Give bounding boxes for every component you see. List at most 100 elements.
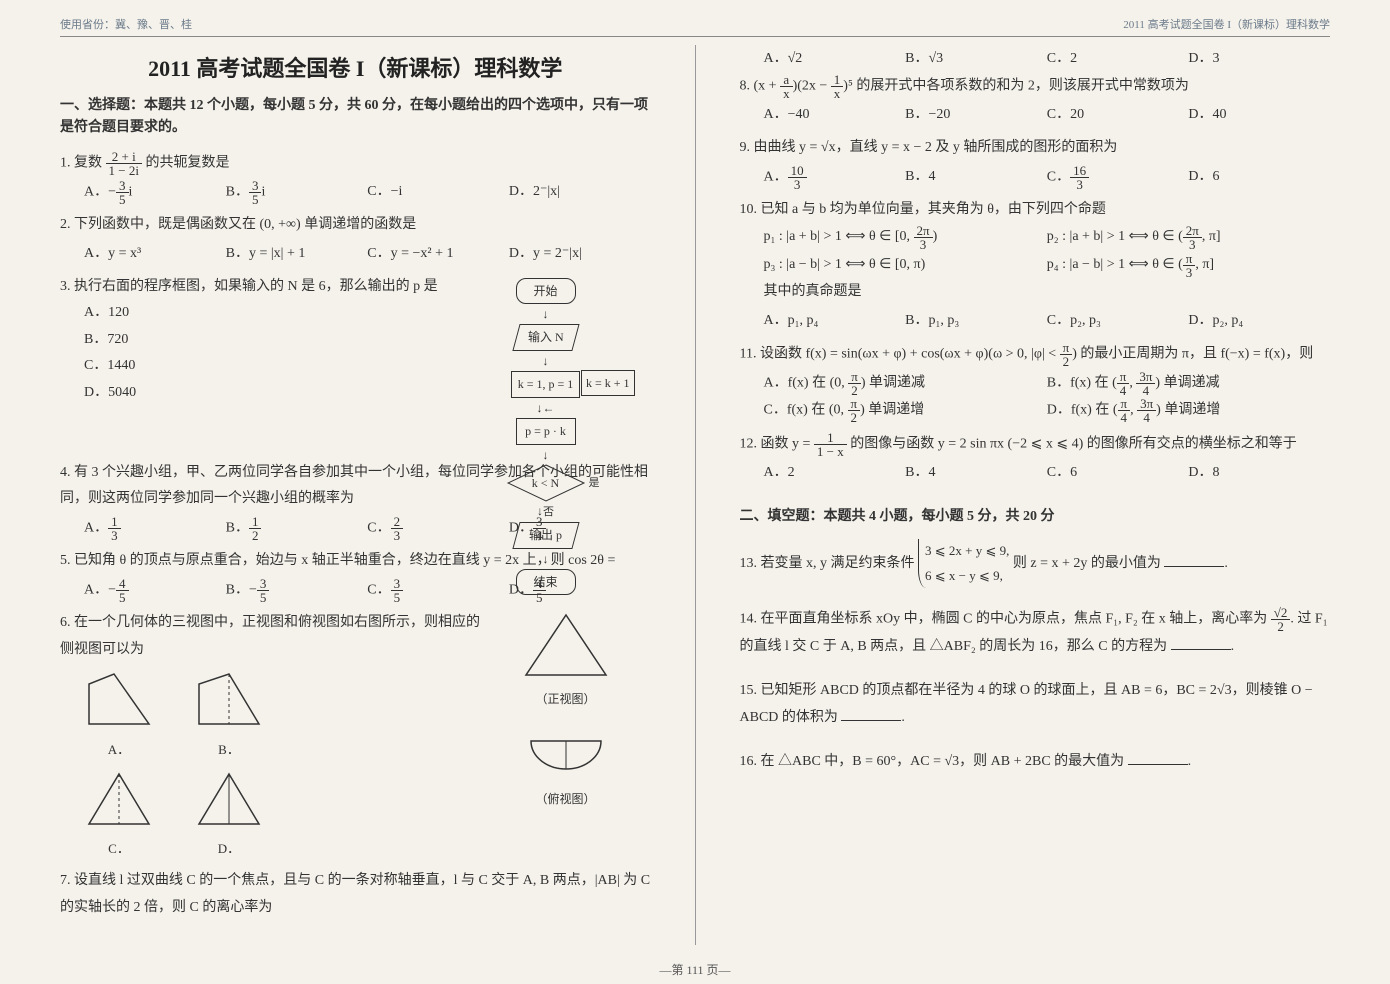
q10-options: A．p₁, p₄ B．p₁, p₃ C．p₂, p₃ D．p₂, p₄ — [764, 308, 1331, 335]
question-12: 12. 函数 y = 11 − x 的图像与函数 y = 2 sin πx (−… — [740, 431, 1331, 487]
q12-opt-b: B．4 — [905, 460, 1047, 487]
section-1-heading: 一、选择题：本题共 12 个小题，每小题 5 分，共 60 分，在每小题给出的四… — [60, 95, 651, 140]
q6-row2: C． D． — [84, 769, 491, 862]
q3-opt-c: C．1440 — [84, 353, 461, 380]
q9-stem: 9. 由曲线 y = √x，直线 y = x − 2 及 y 轴所围成的图形的面… — [740, 135, 1331, 162]
q3-opt-a: A．120 — [84, 300, 461, 327]
q1-opt-a: A．−35i — [84, 179, 226, 206]
question-3: 3. 执行右面的程序框图，如果输入的 N 是 6，那么输出的 p 是 A．120… — [60, 274, 651, 454]
q1-opt-b: B．35i — [226, 179, 368, 206]
q3-stem: 3. 执行右面的程序框图，如果输入的 N 是 6，那么输出的 p 是 — [60, 274, 461, 301]
q8-opt-d: D．40 — [1188, 102, 1330, 129]
arrow-icon: ↓ — [461, 308, 631, 320]
q5-opt-d: D．45 — [509, 577, 651, 604]
q8-opt-a: A．−40 — [764, 102, 906, 129]
q7-stem: 7. 设直线 l 过双曲线 C 的一个焦点，且与 C 的一条对称轴垂直，l 与 … — [60, 868, 651, 921]
q8-options: A．−40 B．−20 C．20 D．40 — [764, 102, 1331, 129]
exam-page: 使用省份：冀、豫、晋、桂 2011 高考试题全国卷 I（新课标）理科数学 201… — [0, 0, 1390, 984]
flow-inc: k = k + 1 — [581, 370, 635, 397]
q6-shape-c: C． — [84, 769, 154, 862]
q5-opt-b: B．−35 — [226, 577, 368, 604]
q1-stem-a: 1. 复数 — [60, 156, 106, 171]
header-left: 使用省份：冀、豫、晋、桂 — [60, 16, 192, 32]
top-view-label: （俯视图） — [521, 788, 611, 811]
q11-opt-d: D．f(x) 在 (π4, 3π4) 单调递增 — [1047, 397, 1330, 424]
question-2: 2. 下列函数中，既是偶函数又在 (0, +∞) 单调递增的函数是 A．y = … — [60, 212, 651, 267]
header-right: 2011 高考试题全国卷 I（新课标）理科数学 — [1123, 16, 1330, 32]
q2-options: A．y = x³ B．y = |x| + 1 C．y = −x² + 1 D．y… — [84, 241, 651, 268]
q10-stem: 10. 已知 a 与 b 均为单位向量，其夹角为 θ，由下列四个命题 — [740, 197, 1331, 224]
question-13: 13. 若变量 x, y 满足约束条件 3 ⩽ 2x + y ⩽ 9, 6 ⩽ … — [740, 539, 1331, 588]
front-view-icon — [521, 610, 611, 680]
two-column-layout: 2011 高考试题全国卷 I（新课标）理科数学 一、选择题：本题共 12 个小题… — [60, 45, 1330, 945]
q4-opt-c: C．23 — [367, 515, 509, 542]
question-11: 11. 设函数 f(x) = sin(ωx + φ) + cos(ωx + φ)… — [740, 341, 1331, 425]
q1-opt-d: D．2⁻|x| — [509, 179, 651, 206]
question-4: 4. 有 3 个兴趣小组，甲、乙两位同学各自参加其中一个小组，每位同学参加各个小… — [60, 460, 651, 543]
section-2-heading: 二、填空题：本题共 4 小题，每小题 5 分，共 20 分 — [740, 506, 1331, 528]
page-footer: —第 111 页— — [0, 961, 1390, 978]
question-10: 10. 已知 a 与 b 均为单位向量，其夹角为 θ，由下列四个命题 p₁ : … — [740, 197, 1331, 335]
right-column: A．√2 B．√3 C．2 D．3 8. (x + ax)(2x − 1x)⁵ … — [740, 45, 1331, 945]
q11-opt-b: B．f(x) 在 (π4, 3π4) 单调递减 — [1047, 370, 1330, 397]
q5-opt-c: C．35 — [367, 577, 509, 604]
left-column: 2011 高考试题全国卷 I（新课标）理科数学 一、选择题：本题共 12 个小题… — [60, 45, 651, 945]
q6-shape-a: A． — [84, 669, 154, 762]
q10-opt-a: A．p₁, p₄ — [764, 308, 906, 335]
q10-p2: p₂ : |a + b| > 1 ⟺ θ ∈ (2π3, π] — [1047, 223, 1330, 251]
question-7: 7. 设直线 l 过双曲线 C 的一个焦点，且与 C 的一条对称轴垂直，l 与 … — [60, 868, 651, 921]
arrow-icon: ↓ — [461, 355, 631, 367]
q4-options: A．13 B．12 C．23 D．34 — [84, 515, 651, 542]
q11-options: A．f(x) 在 (0, π2) 单调递减 B．f(x) 在 (π4, 3π4)… — [764, 370, 1331, 425]
q6-stem: 6. 在一个几何体的三视图中，正视图和俯视图如右图所示，则相应的侧视图可以为 — [60, 610, 491, 663]
q12-opt-a: A．2 — [764, 460, 906, 487]
question-15: 15. 已知矩形 ABCD 的顶点都在半径为 4 的球 O 的球面上，且 AB … — [740, 678, 1331, 731]
q3-opt-b: B．720 — [84, 327, 461, 354]
column-divider — [695, 45, 696, 945]
q5-opt-a: A．−45 — [84, 577, 226, 604]
q6-given-views: （正视图） （俯视图） — [521, 610, 611, 811]
q7-options: A．√2 B．√3 C．2 D．3 — [764, 47, 1331, 67]
page-header: 使用省份：冀、豫、晋、桂 2011 高考试题全国卷 I（新课标）理科数学 — [60, 16, 1330, 37]
q9-options: A．103 B．4 C．163 D．6 — [764, 164, 1331, 191]
q1-opt-c: C．−i — [367, 179, 509, 206]
q10-p1: p₁ : |a + b| > 1 ⟺ θ ∈ [0, 2π3) — [764, 223, 1047, 251]
q12-opt-c: C．6 — [1047, 460, 1189, 487]
q1-stem-b: 的共轭复数是 — [145, 156, 229, 171]
q4-opt-b: B．12 — [226, 515, 368, 542]
question-8: 8. (x + ax)(2x − 1x)⁵ 的展开式中各项系数的和为 2，则该展… — [740, 73, 1331, 129]
question-14: 14. 在平面直角坐标系 xOy 中，椭圆 C 的中心为原点，焦点 F₁, F₂… — [740, 606, 1331, 660]
q1-options: A．−35i B．35i C．−i D．2⁻|x| — [84, 179, 651, 206]
blank-fill — [1171, 636, 1231, 650]
q9-opt-c: C．163 — [1047, 164, 1189, 191]
q12-options: A．2 B．4 C．6 D．8 — [764, 460, 1331, 487]
question-5: 5. 已知角 θ 的顶点与原点重合，始边与 x 轴正半轴重合，终边在直线 y =… — [60, 548, 651, 604]
q2-opt-c: C．y = −x² + 1 — [367, 241, 509, 268]
q4-stem: 4. 有 3 个兴趣小组，甲、乙两位同学各自参加其中一个小组，每位同学参加各个小… — [60, 460, 651, 513]
q3-opt-d: D．5040 — [84, 380, 461, 407]
flow-step: p = p · k — [516, 418, 576, 445]
q10-opt-c: C．p₂, p₃ — [1047, 308, 1189, 335]
q11-opt-a: A．f(x) 在 (0, π2) 单调递减 — [764, 370, 1047, 397]
q2-stem: 2. 下列函数中，既是偶函数又在 (0, +∞) 单调递增的函数是 — [60, 212, 651, 239]
top-view-icon — [521, 711, 611, 781]
q4-opt-d: D．34 — [509, 515, 651, 542]
question-9: 9. 由曲线 y = √x，直线 y = x − 2 及 y 轴所围成的图形的面… — [740, 135, 1331, 191]
q10-p4: p₄ : |a − b| > 1 ⟺ θ ∈ (π3, π] — [1047, 251, 1330, 279]
q2-opt-b: B．y = |x| + 1 — [226, 241, 368, 268]
q2-opt-d: D．y = 2⁻|x| — [509, 241, 651, 268]
question-6: 6. 在一个几何体的三视图中，正视图和俯视图如右图所示，则相应的侧视图可以为 A… — [60, 610, 651, 862]
q7-opt-a: A．√2 — [764, 47, 906, 67]
q9-opt-b: B．4 — [905, 164, 1047, 191]
q2-opt-a: A．y = x³ — [84, 241, 226, 268]
flow-input: 输入 N — [512, 324, 579, 351]
q1-fraction: 2 + i 1 − 2i — [106, 150, 142, 177]
q12-opt-d: D．8 — [1188, 460, 1330, 487]
q8-opt-b: B．−20 — [905, 102, 1047, 129]
q11-opt-c: C．f(x) 在 (0, π2) 单调递增 — [764, 397, 1047, 424]
blank-fill — [1128, 751, 1188, 765]
q10-tail: 其中的真命题是 — [764, 279, 1331, 306]
question-16: 16. 在 △ABC 中，B = 60°，AC = √3，则 AB + 2BC … — [740, 749, 1331, 776]
question-1: 1. 复数 2 + i 1 − 2i 的共轭复数是 A．−35i B．35i C… — [60, 150, 651, 207]
q10-p3: p₃ : |a − b| > 1 ⟺ θ ∈ [0, π) — [764, 251, 1047, 279]
